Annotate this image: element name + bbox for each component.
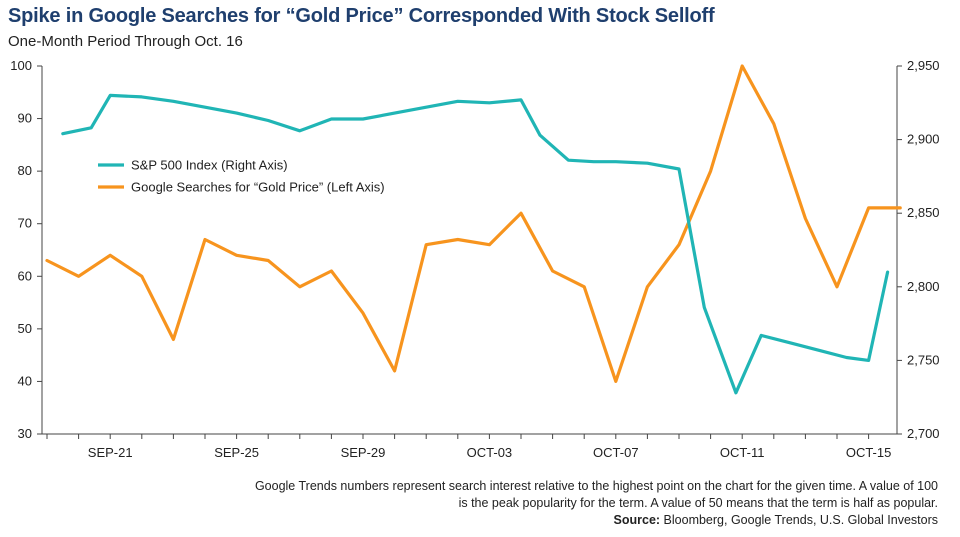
chart-title: Spike in Google Searches for “Gold Price… — [8, 5, 715, 27]
source-text: Bloomberg, Google Trends, U.S. Global In… — [660, 513, 938, 527]
x-tick-label: OCT-15 — [846, 445, 892, 460]
legend: S&P 500 Index (Right Axis) Google Searche… — [98, 158, 385, 195]
source-line: Source: Bloomberg, Google Trends, U.S. G… — [38, 512, 938, 529]
footnote-line-1: Google Trends numbers represent search i… — [254, 479, 938, 493]
x-tick-label: SEP-21 — [88, 445, 133, 460]
x-tick-label: OCT-11 — [720, 445, 765, 460]
footnote: Google Trends numbers represent search i… — [38, 478, 938, 529]
x-tick-label: SEP-25 — [214, 445, 259, 460]
chart-subtitle: One-Month Period Through Oct. 16 — [8, 33, 243, 50]
left-tick-label: 60 — [18, 268, 32, 283]
left-axis-ticks: 30 40 50 60 70 80 90 100 — [10, 58, 42, 441]
legend-label: S&P 500 Index (Right Axis) — [131, 158, 288, 173]
sp500-line — [61, 93, 890, 395]
left-tick-label: 30 — [18, 426, 32, 441]
right-tick-label: 2,750 — [907, 352, 940, 367]
left-tick-label: 100 — [10, 58, 32, 73]
right-tick-label: 2,900 — [907, 132, 940, 147]
legend-label: Google Searches for “Gold Price” (Left A… — [131, 180, 385, 195]
right-tick-label: 2,700 — [907, 426, 940, 441]
x-tick-label: SEP-29 — [341, 445, 386, 460]
source-label: Source: — [613, 513, 661, 527]
x-tick-label: OCT-03 — [467, 445, 513, 460]
right-tick-label: 2,800 — [907, 279, 940, 294]
left-tick-label: 70 — [18, 216, 32, 231]
right-axis-ticks: 2,700 2,750 2,800 2,850 2,900 2,950 — [897, 58, 940, 441]
right-tick-label: 2,850 — [907, 205, 940, 220]
series-lines — [45, 64, 902, 395]
axes — [41, 66, 898, 435]
footnote-line-2: is the peak popularity for the term. A v… — [458, 496, 938, 510]
x-tick-label: OCT-07 — [593, 445, 639, 460]
left-tick-label: 90 — [18, 111, 32, 126]
left-tick-label: 80 — [18, 163, 32, 178]
gold-price-search-line — [45, 64, 902, 383]
left-tick-label: 50 — [18, 321, 32, 336]
x-axis-ticks: SEP-21 SEP-25 SEP-29 OCT-03 OCT-07 OCT-11 OCT-… — [46, 434, 892, 460]
right-tick-label: 2,950 — [907, 58, 940, 73]
left-tick-label: 40 — [18, 373, 32, 388]
